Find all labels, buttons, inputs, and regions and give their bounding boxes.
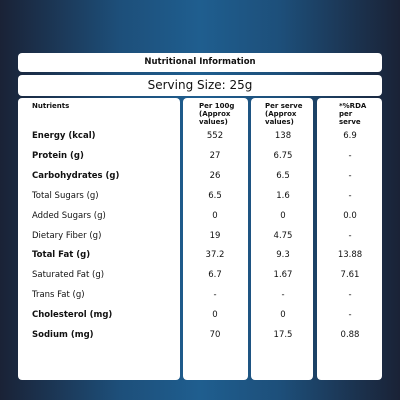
column-header: serve (339, 118, 361, 126)
nutrient-value: 1.67 (273, 270, 293, 281)
nutrient-value: 0.88 (340, 330, 360, 340)
nutrient-name: Total Fat (g) (32, 250, 91, 261)
nutrient-value: 37.2 (205, 250, 225, 261)
nutrient-value: 19 (209, 230, 221, 241)
column-header: Per 100g (199, 102, 235, 110)
column-header: (Approx (265, 110, 297, 118)
serving-box: Serving Size: 25g (18, 75, 382, 96)
nutrient-value: 0 (280, 310, 286, 321)
nutrient-value: - (281, 290, 285, 301)
nutrient-name: Added Sugars (g) (32, 210, 106, 221)
nutrient-value: 6.5 (208, 190, 222, 201)
nutrient-name: Cholesterol (mg) (32, 310, 113, 321)
nutrient-name: Total Sugars (g) (32, 190, 99, 201)
column-header: *%RDA (339, 102, 367, 110)
nutrient-value: 0 (212, 210, 218, 221)
nutrient-name: Carbohydrates (g) (32, 170, 120, 181)
column-header: values) (265, 118, 294, 126)
nutrient-name: Protein (g) (32, 150, 84, 161)
nutrient-value: - (348, 230, 352, 241)
column-box (317, 98, 382, 380)
nutrient-name: Sodium (mg) (32, 330, 94, 340)
nutrient-value: - (348, 150, 352, 161)
nutrient-value: 70 (209, 330, 221, 340)
nutrient-name: Energy (kcal) (32, 131, 96, 141)
nutrient-value: 552 (206, 131, 224, 141)
column-box (183, 98, 248, 380)
nutrient-value: 1.6 (276, 190, 290, 201)
column-header: per (339, 110, 353, 118)
column-header: (Approx (199, 110, 231, 118)
nutrient-value: 4.75 (273, 230, 293, 241)
nutrient-value: 17.5 (273, 330, 293, 340)
nutrient-value: 27 (209, 150, 221, 161)
column-header: values) (199, 118, 228, 126)
nutrient-value: 0.0 (343, 210, 357, 221)
nutrient-value: 26 (209, 170, 221, 181)
nutrient-value: 6.7 (208, 270, 222, 281)
nutrient-name: Trans Fat (g) (32, 290, 85, 301)
title: Nutritional Information (144, 57, 256, 67)
column-header: Per serve (265, 102, 303, 110)
nutrient-name: Dietary Fiber (g) (32, 230, 102, 241)
nutrient-value: - (348, 190, 352, 201)
nutrient-value: - (348, 170, 352, 181)
nutrient-value: 6.9 (343, 131, 357, 141)
nutrient-value: 9.3 (276, 250, 290, 261)
nutrient-value: 6.5 (276, 170, 290, 181)
column-box (18, 98, 180, 380)
nutrient-name: Saturated Fat (g) (32, 270, 105, 281)
serving-size: Serving Size: 25g (147, 78, 253, 92)
nutrient-value: 6.75 (273, 150, 293, 161)
nutrient-value: 0 (212, 310, 218, 321)
nutrient-value: 13.88 (337, 250, 363, 261)
nutrient-value: 7.61 (340, 270, 360, 281)
nutrient-value: - (348, 310, 352, 321)
nutrient-value: 0 (280, 210, 286, 221)
column-header: Nutrients (32, 102, 70, 110)
nutrient-value: - (213, 290, 217, 301)
column-box (251, 98, 313, 380)
title-box: Nutritional Information (18, 53, 382, 72)
nutrient-value: 138 (274, 131, 292, 141)
nutrient-value: - (348, 290, 352, 301)
